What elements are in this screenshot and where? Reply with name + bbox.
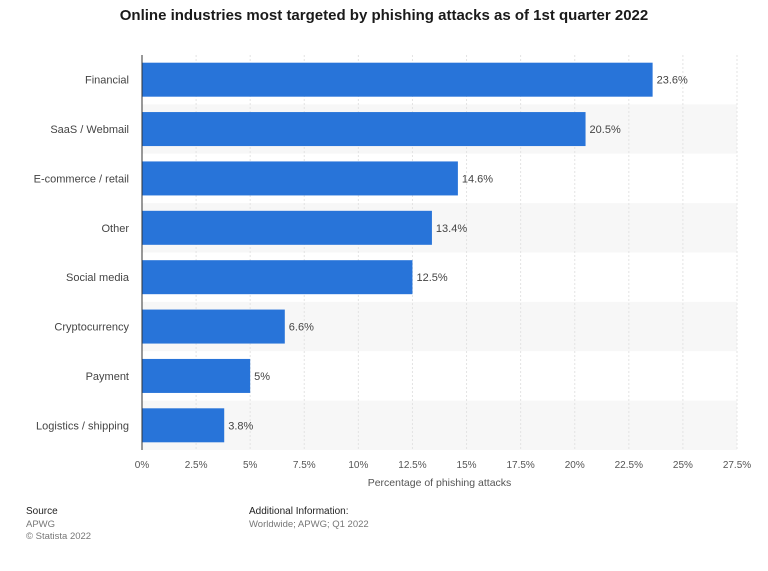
x-tick-label: 2.5% — [185, 460, 208, 471]
bar — [142, 210, 432, 245]
value-label: 20.5% — [590, 124, 621, 136]
value-labels: 23.6% 20.5% 14.6% 13.4% 12.5% 6.6% 5% 3.8% — [228, 75, 688, 433]
value-label: 12.5% — [416, 272, 447, 284]
category-label: Social media — [66, 272, 130, 284]
x-axis-title: Percentage of phishing attacks — [368, 477, 512, 489]
category-labels: Financial SaaS / Webmail E-commerce / reta… — [34, 75, 130, 433]
bar — [142, 260, 413, 295]
value-label: 23.6% — [657, 75, 688, 87]
bar — [142, 112, 586, 147]
x-tick-label: 5% — [243, 460, 258, 471]
copyright: © Statista 2022 — [26, 531, 92, 542]
x-tick-label: 15% — [457, 460, 477, 471]
value-label: 6.6% — [289, 322, 314, 334]
bar — [142, 161, 458, 196]
additional-info-text: Worldwide; APWG; Q1 2022 — [249, 518, 369, 530]
source-heading: Source — [26, 506, 58, 517]
source-block: Source APWG © Statista 2022 — [26, 506, 91, 544]
bar — [142, 309, 285, 344]
category-label: Financial — [85, 75, 129, 87]
value-label: 13.4% — [436, 223, 467, 235]
x-tick-label: 25% — [673, 460, 693, 471]
bar — [142, 358, 251, 393]
value-label: 14.6% — [462, 173, 493, 185]
x-tick-label: 27.5% — [723, 460, 751, 471]
x-tick-label: 12.5% — [398, 460, 426, 471]
bar-chart: Financial SaaS / Webmail E-commerce / reta… — [34, 55, 752, 489]
bars — [142, 62, 653, 443]
category-label: Other — [101, 223, 129, 235]
x-tick-label: 0% — [135, 460, 150, 471]
category-label: E-commerce / retail — [34, 173, 129, 185]
chart-title: Online industries most targeted by phish… — [119, 7, 649, 24]
value-label: 3.8% — [228, 420, 253, 432]
category-label: Cryptocurrency — [54, 322, 129, 334]
value-label: 5% — [254, 371, 270, 383]
x-tick-label: 17.5% — [506, 460, 534, 471]
row-band — [142, 400, 737, 450]
x-tick-label: 10% — [348, 460, 368, 471]
x-tick-label: 22.5% — [615, 460, 643, 471]
bar — [142, 408, 225, 443]
x-tick-label: 7.5% — [293, 460, 316, 471]
category-label: Logistics / shipping — [36, 420, 129, 432]
source-name: APWG — [26, 518, 56, 530]
category-label: SaaS / Webmail — [50, 124, 129, 136]
category-label: Payment — [86, 371, 129, 383]
bar — [142, 62, 653, 97]
additional-info-block: Additional Information: Worldwide; APWG;… — [249, 506, 369, 531]
x-tick-labels: 0% 2.5% 5% 7.5% 10% 12.5% 15% 17.5% 20% 22.5% 25% 2… — [135, 460, 752, 471]
x-tick-label: 20% — [565, 460, 585, 471]
additional-info-heading: Additional Information: — [249, 506, 349, 517]
